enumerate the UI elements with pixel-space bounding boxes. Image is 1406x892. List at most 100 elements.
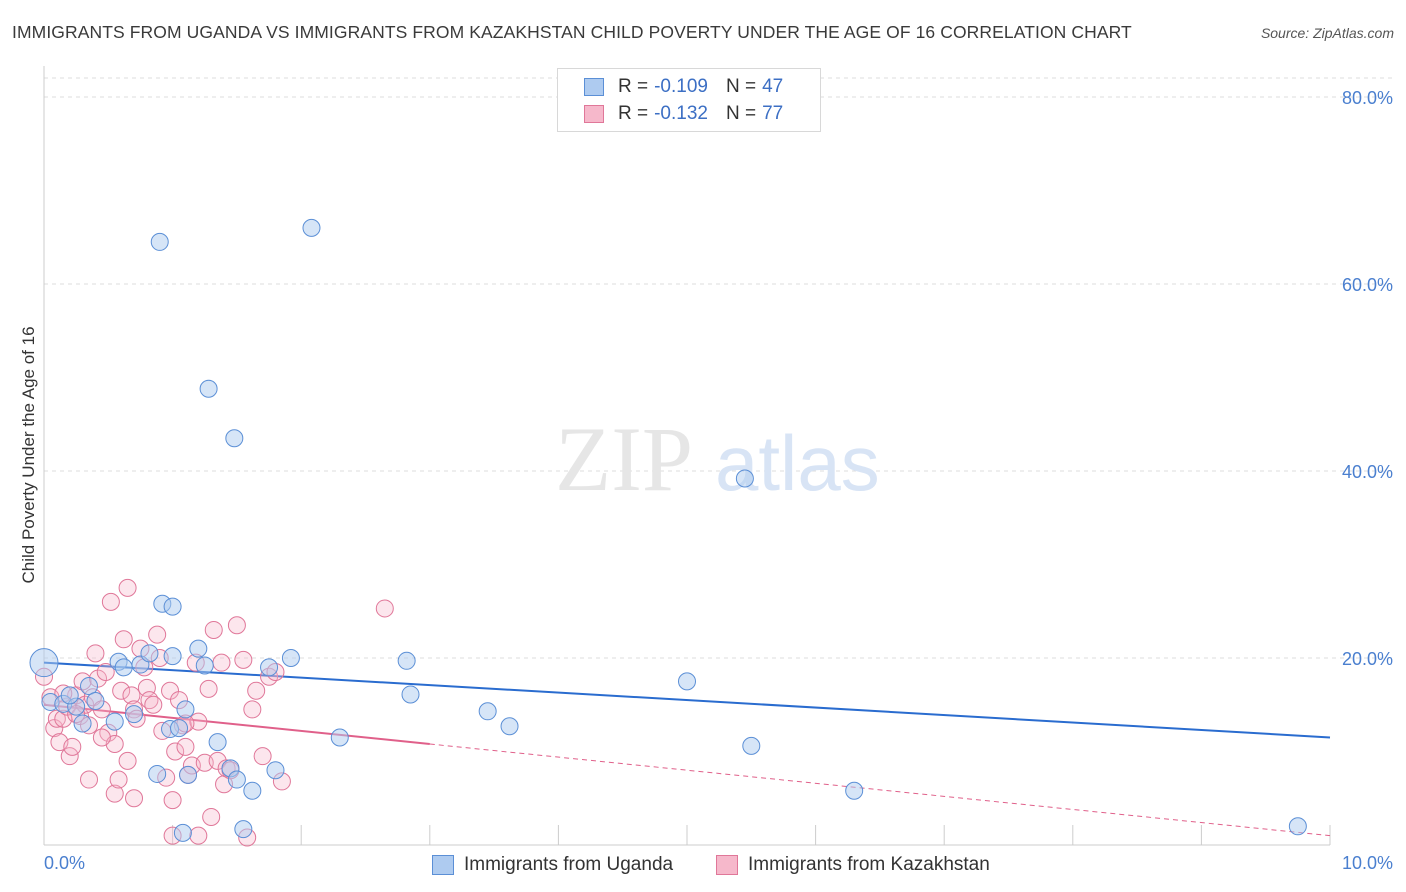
uganda-n-label: N = xyxy=(725,76,757,97)
kazakhstan-point xyxy=(92,728,111,747)
kazakhstan-points xyxy=(35,578,394,847)
y-tick-label: 40.0% xyxy=(1342,462,1393,482)
kazakhstan-trend-line xyxy=(43,703,430,746)
kazakhstan-point xyxy=(176,737,195,756)
uganda-point xyxy=(478,702,497,721)
kazakhstan-point xyxy=(105,784,124,803)
kazakhstan-swatch xyxy=(584,105,604,123)
uganda-point xyxy=(73,714,92,733)
kazakhstan-point xyxy=(118,578,137,597)
uganda-point xyxy=(105,712,124,731)
kazakhstan-point xyxy=(202,807,221,826)
kazakhstan-point xyxy=(118,751,137,770)
kazakhstan-point xyxy=(80,770,99,789)
kazakhstan-point xyxy=(122,686,141,705)
bottom-kazakhstan-swatch xyxy=(716,855,738,875)
uganda-point xyxy=(173,823,192,842)
x-tick-label: 10.0% xyxy=(1342,853,1393,873)
uganda-point xyxy=(678,672,696,691)
kazakhstan-point xyxy=(63,737,82,756)
uganda-point xyxy=(125,705,144,724)
uganda-point xyxy=(281,649,300,667)
kazakhstan-point xyxy=(161,681,180,700)
uganda-point xyxy=(302,218,321,237)
kazakhstan-point xyxy=(253,747,272,766)
kazakhstan-point xyxy=(227,616,246,635)
uganda-point xyxy=(195,656,214,675)
bottom-uganda-swatch xyxy=(432,855,454,875)
uganda-point xyxy=(179,765,198,784)
uganda-point xyxy=(148,764,167,783)
kazakhstan-point xyxy=(163,791,182,810)
legend-row-kazakhstan: R = -0.132 N = 77 xyxy=(584,102,783,126)
kazakhstan-point xyxy=(212,653,231,672)
kazakhstan-n-label: N = xyxy=(725,103,757,124)
bottom-uganda-label: Immigrants from Uganda xyxy=(464,854,674,875)
uganda-point xyxy=(234,820,253,839)
uganda-point xyxy=(60,686,79,705)
uganda-point xyxy=(735,469,754,488)
watermark-atlas: atlas xyxy=(715,419,880,507)
uganda-point xyxy=(397,651,416,670)
uganda-point xyxy=(114,658,133,677)
grid-lines xyxy=(44,77,1395,659)
kazakhstan-point xyxy=(375,599,394,618)
uganda-point xyxy=(163,597,182,616)
source-credit: Source: ZipAtlas.com xyxy=(1260,25,1394,41)
kazakhstan-trend-extension xyxy=(429,743,1331,837)
kazakhstan-point xyxy=(243,700,262,719)
kazakhstan-point xyxy=(234,650,253,669)
watermark-zip: ZIP xyxy=(555,408,693,510)
x-tick-label: 0.0% xyxy=(44,853,85,873)
uganda-point xyxy=(742,736,761,755)
uganda-points xyxy=(29,218,1307,842)
uganda-point xyxy=(208,733,227,752)
kazakhstan-point xyxy=(109,770,128,789)
correlation-legend: R = -0.109 N = 47 R = -0.132 N = 77 xyxy=(557,68,821,132)
bottom-legend-uganda: Immigrants from Uganda xyxy=(432,852,673,878)
axes xyxy=(43,66,1331,846)
uganda-point xyxy=(86,692,105,711)
uganda-point xyxy=(227,770,246,789)
kazakhstan-point xyxy=(86,644,105,663)
uganda-point xyxy=(199,379,218,398)
uganda-point xyxy=(29,648,59,678)
uganda-point xyxy=(225,429,244,448)
uganda-point xyxy=(266,761,285,780)
uganda-r-value: -0.109 xyxy=(654,76,708,97)
y-tick-label: 60.0% xyxy=(1342,275,1393,295)
uganda-point xyxy=(189,639,208,658)
uganda-point xyxy=(330,728,349,747)
legend-row-uganda: R = -0.109 N = 47 xyxy=(584,75,783,99)
kazakhstan-n-value: 77 xyxy=(762,103,784,124)
kazakhstan-point xyxy=(247,681,266,700)
uganda-r-label: R = xyxy=(618,76,649,97)
bottom-kazakhstan-label: Immigrants from Kazakhstan xyxy=(748,854,990,875)
y-tick-label: 80.0% xyxy=(1342,88,1393,108)
kazakhstan-point xyxy=(114,630,133,649)
uganda-point xyxy=(260,658,279,677)
kazakhstan-point xyxy=(204,620,223,639)
uganda-point xyxy=(140,644,159,663)
kazakhstan-point xyxy=(101,592,120,611)
kazakhstan-point xyxy=(96,663,115,682)
uganda-point xyxy=(845,781,864,800)
y-axis-label: Child Poverty Under the Age of 16 xyxy=(19,326,38,583)
kazakhstan-point xyxy=(144,695,163,714)
kazakhstan-point xyxy=(189,826,208,845)
kazakhstan-point xyxy=(112,681,131,700)
uganda-point xyxy=(163,647,182,666)
kazakhstan-point xyxy=(125,789,144,808)
kazakhstan-r-label: R = xyxy=(618,103,649,124)
kazakhstan-point xyxy=(148,625,167,644)
uganda-n-value: 47 xyxy=(762,76,784,97)
uganda-point xyxy=(500,717,519,736)
kazakhstan-point xyxy=(199,679,218,698)
uganda-trend-line xyxy=(43,661,1331,739)
kazakhstan-point xyxy=(166,742,185,761)
uganda-swatch xyxy=(584,78,604,96)
kazakhstan-point xyxy=(47,709,66,728)
kazakhstan-r-value: -0.132 xyxy=(654,103,708,124)
uganda-point xyxy=(176,700,195,719)
uganda-point xyxy=(80,677,99,696)
